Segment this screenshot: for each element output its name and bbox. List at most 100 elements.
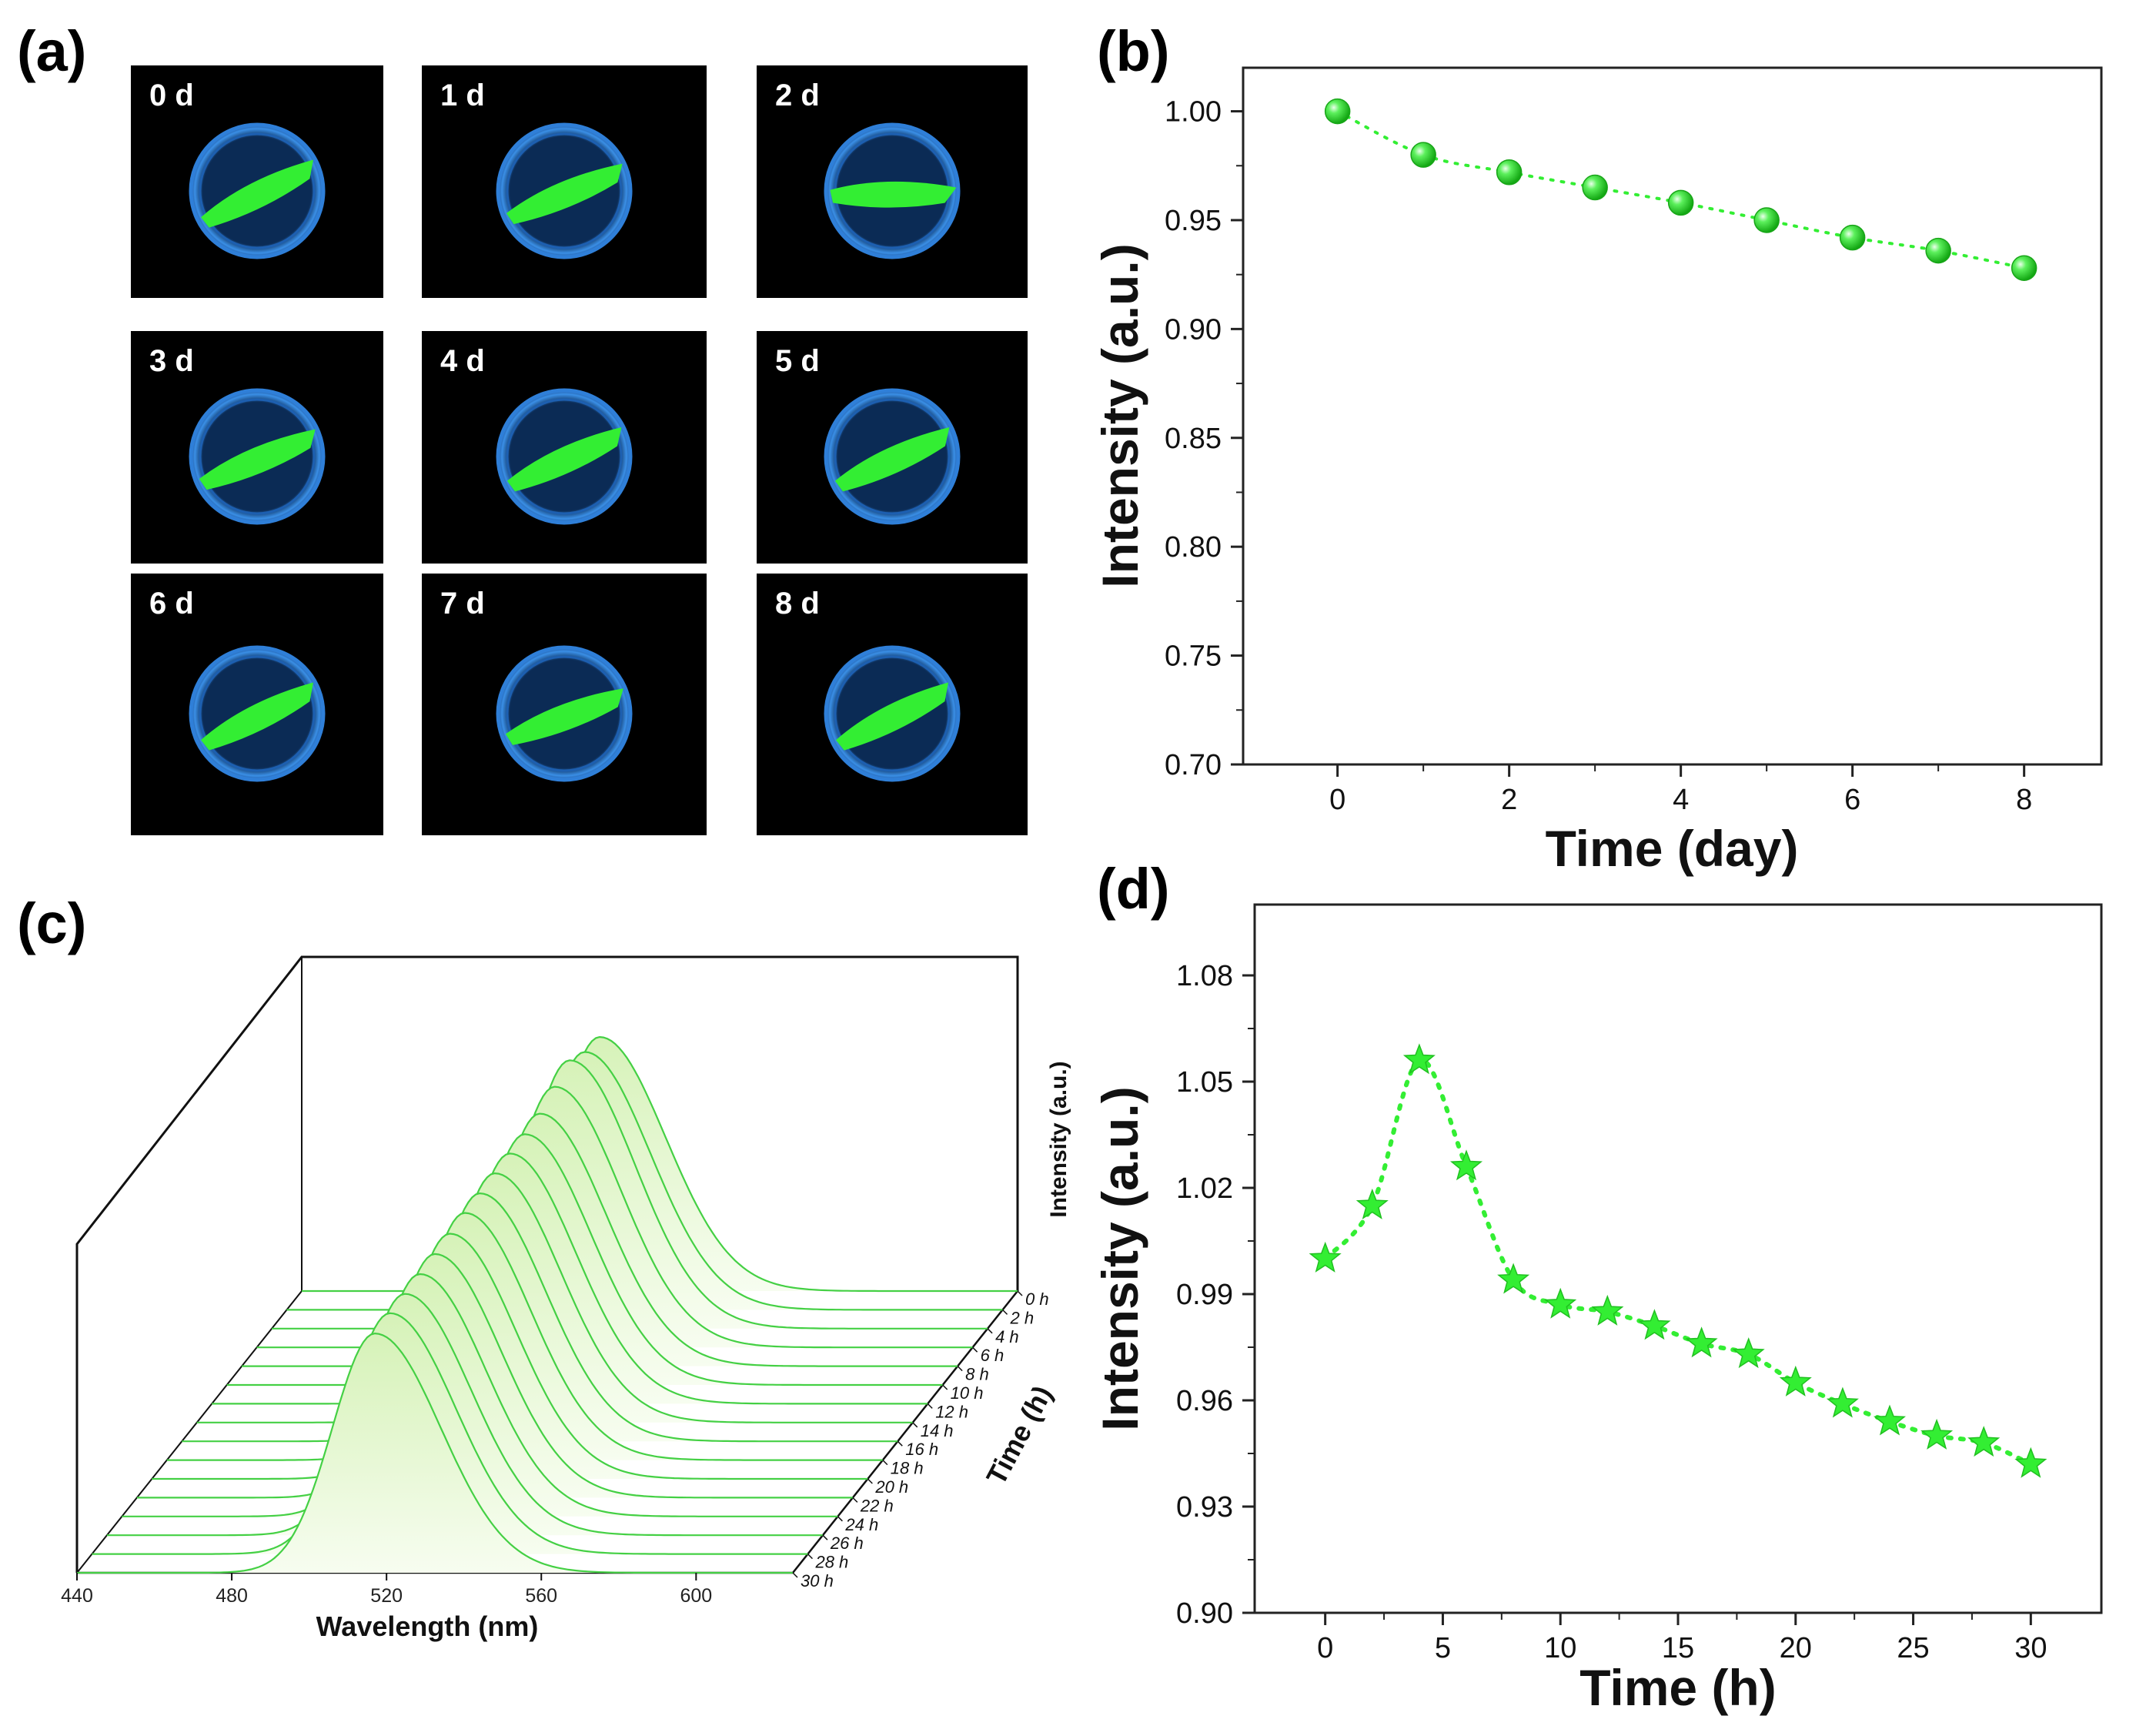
chart-d-frame bbox=[1253, 903, 2103, 1614]
spectrum-fill bbox=[242, 1113, 958, 1366]
photo-day-label: 7 d bbox=[440, 587, 485, 620]
fluorescent-film bbox=[199, 429, 316, 490]
data-point bbox=[1544, 1287, 1577, 1319]
time-tick-label: 26 h bbox=[830, 1534, 864, 1553]
time-tick bbox=[927, 1403, 933, 1409]
data-point bbox=[1449, 1149, 1483, 1181]
chart-c-waterfall: 0 h2 h4 h6 h8 h10 h12 h14 h16 h18 h20 h2… bbox=[61, 955, 1071, 1642]
data-point bbox=[1925, 237, 1951, 264]
spectrum-fill bbox=[256, 1086, 973, 1348]
fluorescent-film bbox=[506, 427, 622, 492]
chart-d-series-line bbox=[1322, 1058, 2034, 1467]
photo-day-label: 0 d bbox=[149, 79, 194, 112]
petri-dish-rim bbox=[189, 645, 326, 782]
photo-day-1: 1 d bbox=[422, 65, 707, 298]
spectrum-fill bbox=[182, 1193, 898, 1442]
time-tick-label: 20 h bbox=[874, 1477, 908, 1497]
time-tick bbox=[972, 1346, 978, 1353]
spectrum-line bbox=[166, 1212, 883, 1461]
petri-dish-rim bbox=[496, 122, 633, 259]
photo-grid: 0 d 1 d 2 d 3 d 4 d 5 d 6 d 7 d 8 d bbox=[131, 65, 1028, 835]
x-tick-label: 520 bbox=[370, 1585, 403, 1607]
chart-c-xlabel: Wavelength (nm) bbox=[316, 1611, 539, 1642]
spectrum-line bbox=[196, 1172, 913, 1423]
x-tick-label: 8 bbox=[2016, 784, 2032, 816]
data-point bbox=[1826, 1386, 1859, 1418]
petri-dish-rim bbox=[824, 645, 961, 782]
chart-d-points bbox=[1309, 1043, 2047, 1478]
spectrum-line bbox=[212, 1152, 928, 1405]
data-point bbox=[1667, 189, 1694, 216]
time-tick-label: 2 h bbox=[1010, 1308, 1035, 1327]
chart-c-left-depth-axis bbox=[76, 1290, 303, 1574]
spectrum-fill bbox=[212, 1153, 928, 1404]
petri-dish-inner-rim bbox=[834, 655, 951, 772]
data-point bbox=[1638, 1309, 1671, 1340]
photo-day-7: 7 d bbox=[422, 574, 707, 835]
time-tick bbox=[1002, 1309, 1008, 1315]
time-tick bbox=[867, 1478, 873, 1484]
petri-dish-inner-rim bbox=[834, 398, 951, 515]
spectrum-fill bbox=[226, 1134, 943, 1385]
spectrum-fill bbox=[92, 1313, 808, 1554]
fluorescent-film bbox=[830, 181, 957, 208]
x-tick-label: 25 bbox=[1897, 1632, 1929, 1664]
data-point bbox=[1732, 1337, 1765, 1369]
photo-day-label: 1 d bbox=[440, 79, 485, 112]
time-tick-label: 30 h bbox=[801, 1571, 834, 1590]
x-tick-label: 5 bbox=[1435, 1632, 1451, 1664]
y-tick-label: 0.90 bbox=[1165, 313, 1222, 346]
data-point bbox=[1873, 1404, 1907, 1436]
y-tick-label: 1.00 bbox=[1165, 96, 1222, 129]
data-point bbox=[1753, 207, 1780, 233]
time-tick bbox=[987, 1328, 993, 1334]
time-tick bbox=[822, 1534, 828, 1540]
data-point bbox=[2011, 255, 2037, 281]
time-tick-label: 0 h bbox=[1025, 1289, 1049, 1309]
data-point bbox=[1497, 1263, 1530, 1294]
photo-day-0: 0 d bbox=[131, 65, 383, 298]
petri-dish-rim bbox=[189, 122, 326, 259]
photo-day-label: 8 d bbox=[775, 587, 820, 620]
y-tick-label: 0.75 bbox=[1165, 641, 1222, 673]
petri-dish-rim bbox=[824, 122, 961, 259]
spectrum-fill bbox=[166, 1213, 883, 1460]
spectrum-line bbox=[152, 1233, 868, 1480]
chart-d-intensity-vs-hour: 0 5 10 15 20 25 30 0.90 0.93 0.96 0.99 1.02 1.05 1.08… bbox=[1091, 903, 2103, 1716]
photo-day-8: 8 d bbox=[757, 574, 1028, 835]
petri-dish-inner-rim bbox=[506, 398, 623, 515]
photo-day-label: 6 d bbox=[149, 587, 194, 620]
petri-dish-rim bbox=[496, 388, 633, 525]
chart-b-frame bbox=[1242, 66, 2103, 766]
data-point bbox=[1920, 1418, 1954, 1450]
x-tick-label: 10 bbox=[1544, 1632, 1576, 1664]
x-tick-label: 440 bbox=[61, 1585, 93, 1607]
photo-day-6: 6 d bbox=[131, 574, 383, 835]
petri-dish-inner-rim bbox=[199, 132, 316, 249]
time-tick bbox=[852, 1497, 858, 1503]
photo-day-label: 4 d bbox=[440, 344, 485, 378]
panel-label-d: (d) bbox=[1097, 857, 1170, 921]
photo-day-label: 2 d bbox=[775, 79, 820, 112]
spectrum-fill bbox=[286, 1052, 1003, 1310]
spectrum-fill bbox=[77, 1333, 793, 1573]
petri-dish-inner-rim bbox=[199, 398, 316, 515]
y-tick-label: 0.70 bbox=[1165, 749, 1222, 781]
data-point bbox=[1402, 1043, 1436, 1075]
photo-day-3: 3 d bbox=[131, 331, 383, 564]
chart-d-ticks: 0 5 10 15 20 25 30 0.90 0.93 0.96 0.99 1.02 1.05 1.08 bbox=[1176, 960, 2047, 1664]
fluorescent-film bbox=[201, 159, 314, 228]
time-tick bbox=[912, 1422, 918, 1428]
time-tick bbox=[1017, 1290, 1023, 1296]
chart-b-points bbox=[1324, 98, 2037, 281]
photo-day-2: 2 d bbox=[757, 65, 1028, 298]
x-tick-label: 4 bbox=[1673, 784, 1689, 816]
y-tick-label: 1.05 bbox=[1176, 1066, 1233, 1099]
petri-dish-inner-rim bbox=[199, 655, 316, 772]
y-tick-label: 0.95 bbox=[1165, 205, 1222, 237]
time-tick-label: 16 h bbox=[905, 1440, 938, 1459]
chart-b-xlabel: Time (day) bbox=[1546, 820, 1799, 877]
chart-c-zlabel: Intensity (a.u.) bbox=[1046, 1061, 1071, 1217]
data-point bbox=[1309, 1241, 1342, 1273]
